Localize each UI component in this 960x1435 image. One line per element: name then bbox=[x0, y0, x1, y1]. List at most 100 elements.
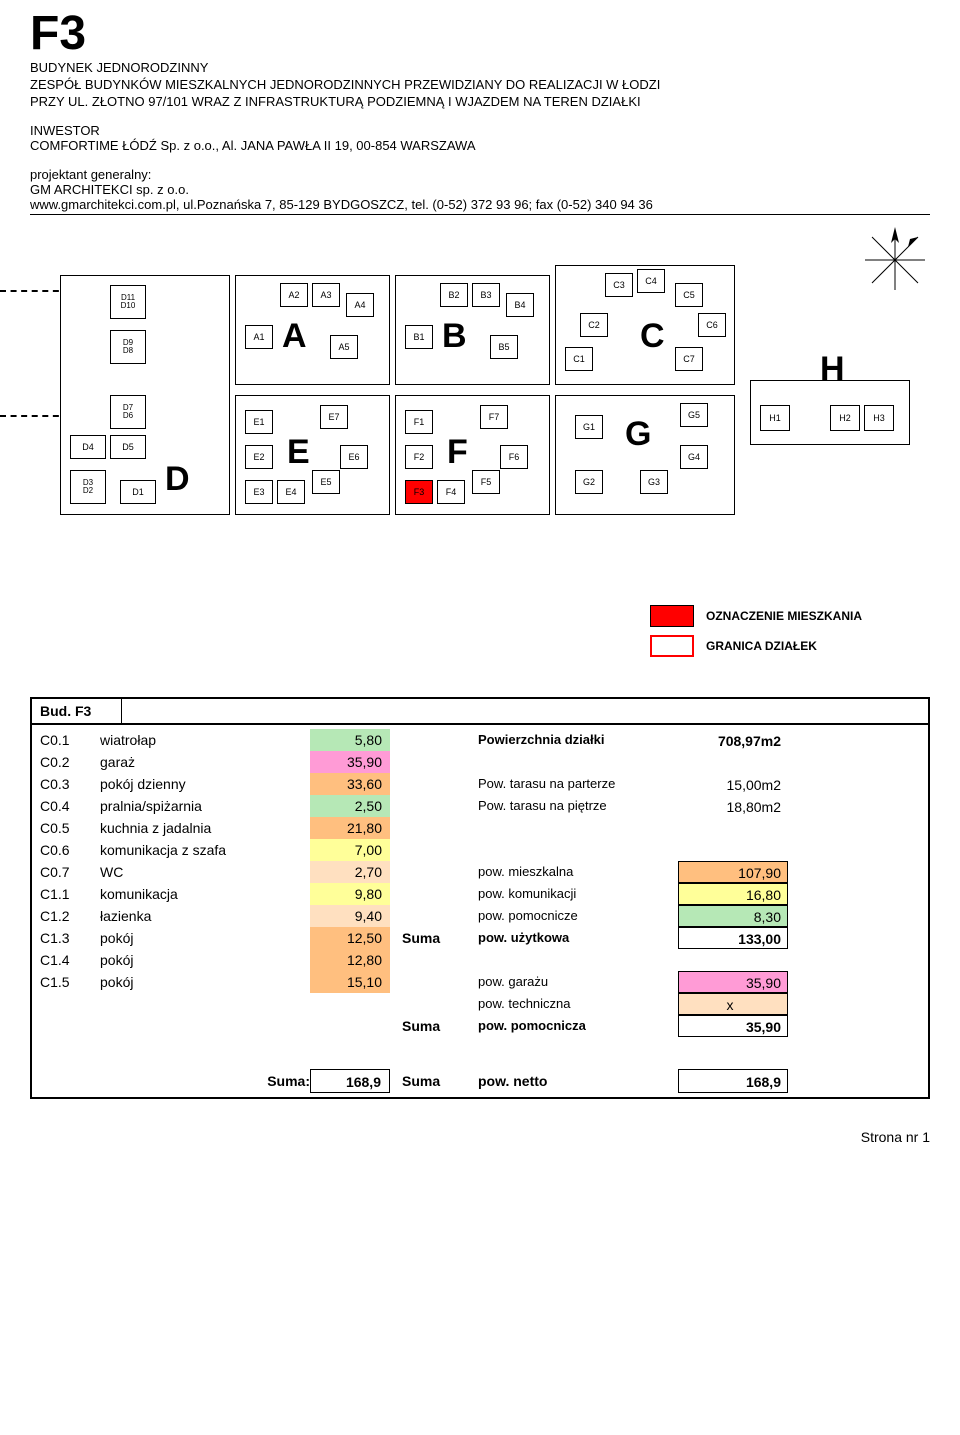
suma-marker bbox=[402, 949, 478, 971]
summary-value bbox=[678, 751, 788, 773]
table-left-block: C0.1wiatrołap5,80C0.2garaż35,90C0.3pokój… bbox=[40, 729, 390, 1037]
room-code: C0.7 bbox=[40, 861, 100, 883]
summary-value: 16,80 bbox=[678, 883, 788, 905]
suma-label: Suma: bbox=[190, 1073, 310, 1089]
summary-label: Pow. tarasu na parterze bbox=[478, 773, 678, 795]
summary-value: 8,30 bbox=[678, 905, 788, 927]
projektant-label: projektant generalny: bbox=[30, 167, 930, 182]
room-value: 9,80 bbox=[310, 883, 390, 905]
suma-right-value: 168,9 bbox=[678, 1069, 788, 1093]
suma-marker bbox=[402, 751, 478, 773]
table-row: C1.3pokój12,50 bbox=[40, 927, 390, 949]
table-row: C0.1wiatrołap5,80 bbox=[40, 729, 390, 751]
legend-item-oznaczenie: OZNACZENIE MIESZKANIA bbox=[650, 605, 930, 627]
table-row: Pow. tarasu na piętrze18,80m2 bbox=[402, 795, 788, 817]
room-code: C0.5 bbox=[40, 817, 100, 839]
summary-label: Pow. tarasu na piętrze bbox=[478, 795, 678, 817]
projektant-name: GM ARCHITEKCI sp. z o.o. bbox=[30, 182, 930, 197]
suma-marker bbox=[402, 729, 478, 751]
room-name: kuchnia z jadalnia bbox=[100, 817, 310, 839]
room-value: 2,50 bbox=[310, 795, 390, 817]
legend-label-oznaczenie: OZNACZENIE MIESZKANIA bbox=[706, 609, 862, 623]
room-value: 15,10 bbox=[310, 971, 390, 993]
suma-marker bbox=[402, 839, 478, 861]
room-name: pokój bbox=[100, 927, 310, 949]
summary-value bbox=[678, 949, 788, 971]
room-value: 7,00 bbox=[310, 839, 390, 861]
summary-value bbox=[678, 817, 788, 839]
suma-value: 168,9 bbox=[310, 1069, 390, 1093]
suma-right-label: pow. netto bbox=[478, 1073, 678, 1089]
summary-value: 15,00m2 bbox=[678, 773, 788, 795]
page-footer: Strona nr 1 bbox=[30, 1129, 930, 1145]
room-name: łazienka bbox=[100, 905, 310, 927]
room-code: C1.1 bbox=[40, 883, 100, 905]
table-row: Sumapow. pomocnicza35,90 bbox=[402, 1015, 788, 1037]
table-row bbox=[402, 751, 788, 773]
legend-box-filled bbox=[650, 605, 694, 627]
summary-label bbox=[478, 751, 678, 773]
table-row: C1.4pokój12,80 bbox=[40, 949, 390, 971]
table-row: C0.5kuchnia z jadalnia21,80 bbox=[40, 817, 390, 839]
legend-box-outline bbox=[650, 635, 694, 657]
table-row: pow. mieszkalna107,90 bbox=[402, 861, 788, 883]
summary-label: Powierzchnia działki bbox=[478, 729, 678, 751]
table-row bbox=[402, 817, 788, 839]
highlighted-unit: F3 bbox=[405, 480, 433, 504]
suma-marker bbox=[402, 817, 478, 839]
room-name: komunikacja z szafa bbox=[100, 839, 310, 861]
investor-label: INWESTOR bbox=[30, 123, 930, 138]
room-name: pralnia/spiżarnia bbox=[100, 795, 310, 817]
table-row: Powierzchnia działki708,97m2 bbox=[402, 729, 788, 751]
subtitle-line1: BUDYNEK JEDNORODZINNY bbox=[30, 60, 930, 75]
suma-row: Suma: 168,9 Suma pow. netto 168,9 bbox=[32, 1071, 928, 1097]
suma-marker: Suma bbox=[402, 927, 478, 949]
table-row bbox=[402, 949, 788, 971]
room-code: C0.6 bbox=[40, 839, 100, 861]
table-row: C0.4pralnia/spiżarnia2,50 bbox=[40, 795, 390, 817]
subtitle-line2: ZESPÓŁ BUDYNKÓW MIESZKALNYCH JEDNORODZIN… bbox=[30, 77, 930, 92]
table-row: C0.2garaż35,90 bbox=[40, 751, 390, 773]
suma-marker bbox=[402, 993, 478, 1015]
summary-label: pow. techniczna bbox=[478, 993, 678, 1015]
room-name: garaż bbox=[100, 751, 310, 773]
summary-label: pow. mieszkalna bbox=[478, 861, 678, 883]
room-name: pokój bbox=[100, 971, 310, 993]
room-code: C1.5 bbox=[40, 971, 100, 993]
summary-label: pow. pomocnicza bbox=[478, 1015, 678, 1037]
summary-value: 133,00 bbox=[678, 927, 788, 949]
table-row bbox=[402, 839, 788, 861]
table-row: pow. komunikacji16,80 bbox=[402, 883, 788, 905]
room-code: C1.3 bbox=[40, 927, 100, 949]
suma-marker bbox=[402, 795, 478, 817]
legend-label-granica: GRANICA DZIAŁEK bbox=[706, 639, 817, 653]
summary-value bbox=[678, 839, 788, 861]
table-header: Bud. F3 bbox=[32, 699, 928, 725]
room-name: WC bbox=[100, 861, 310, 883]
room-value: 12,80 bbox=[310, 949, 390, 971]
room-name: komunikacja bbox=[100, 883, 310, 905]
room-name: pokój dzienny bbox=[100, 773, 310, 795]
header-divider bbox=[30, 214, 930, 215]
investor-name: COMFORTIME ŁÓDŹ Sp. z o.o., Al. JANA PAW… bbox=[30, 138, 930, 153]
room-code: C0.3 bbox=[40, 773, 100, 795]
rooms-table: Bud. F3 C0.1wiatrołap5,80C0.2garaż35,90C… bbox=[30, 697, 930, 1099]
table-row: pow. pomocnicze8,30 bbox=[402, 905, 788, 927]
suma-mid: Suma bbox=[402, 1073, 478, 1089]
room-name: wiatrołap bbox=[100, 729, 310, 751]
room-value: 33,60 bbox=[310, 773, 390, 795]
summary-label: pow. pomocnicze bbox=[478, 905, 678, 927]
room-code: C0.2 bbox=[40, 751, 100, 773]
suma-marker bbox=[402, 971, 478, 993]
table-row: C1.5pokój15,10 bbox=[40, 971, 390, 993]
table-row: pow. technicznax bbox=[402, 993, 788, 1015]
summary-value: 35,90 bbox=[678, 971, 788, 993]
suma-marker: Suma bbox=[402, 1015, 478, 1037]
page-title: F3 bbox=[30, 10, 930, 58]
suma-marker bbox=[402, 861, 478, 883]
summary-label bbox=[478, 817, 678, 839]
suma-marker bbox=[402, 883, 478, 905]
room-value: 35,90 bbox=[310, 751, 390, 773]
projektant-address: www.gmarchitekci.com.pl, ul.Poznańska 7,… bbox=[30, 197, 930, 212]
summary-label bbox=[478, 839, 678, 861]
